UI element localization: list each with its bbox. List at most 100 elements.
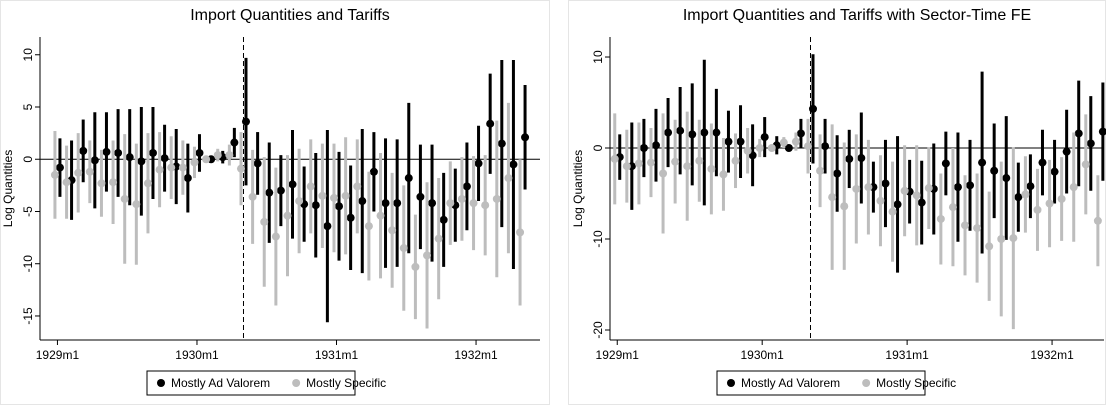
point [276, 186, 285, 195]
point [474, 159, 483, 168]
point [1062, 147, 1071, 156]
point [779, 138, 788, 147]
point [857, 154, 866, 163]
point [900, 186, 909, 195]
point [828, 193, 837, 202]
point [369, 167, 378, 176]
point [288, 180, 297, 189]
point [137, 157, 146, 166]
legend-marker [157, 379, 165, 387]
x-tick-label: 1931m1 [885, 348, 929, 362]
point [941, 159, 950, 168]
point [260, 217, 269, 226]
point [457, 194, 466, 203]
x-tick-label: 1930m1 [740, 348, 784, 362]
point [353, 182, 362, 191]
point [816, 166, 825, 175]
point [646, 158, 655, 167]
point [423, 251, 432, 260]
point [509, 160, 518, 169]
point [225, 151, 234, 160]
point [183, 174, 192, 183]
y-tick-label: -20 [591, 321, 605, 339]
point [504, 174, 513, 183]
point [97, 179, 106, 188]
point [676, 126, 685, 135]
point [639, 144, 648, 153]
point [213, 151, 222, 160]
point [1050, 167, 1059, 176]
point [1009, 234, 1018, 243]
point [760, 133, 769, 142]
x-tick-label: 1929m1 [36, 348, 80, 362]
y-tick-label: -5 [21, 206, 35, 217]
point [236, 164, 245, 173]
point [404, 174, 413, 183]
point [966, 181, 975, 190]
x-tick-label: 1930m1 [175, 348, 219, 362]
legend-label: Mostly Ad Valorem [741, 376, 840, 390]
point [683, 162, 692, 171]
point [335, 202, 344, 211]
y-axis-label: Log Quantities [571, 150, 585, 227]
point [399, 244, 408, 253]
legend-label: Mostly Specific [876, 376, 956, 390]
legend-label: Mostly Specific [306, 376, 386, 390]
point [90, 156, 99, 165]
point [767, 144, 776, 153]
point [985, 242, 994, 251]
point [973, 224, 982, 233]
point [323, 222, 332, 231]
y-tick-label: -10 [591, 230, 605, 248]
point [428, 199, 437, 208]
point [241, 117, 250, 126]
point [893, 200, 902, 209]
y-tick-label: 10 [21, 48, 35, 62]
point [936, 214, 945, 223]
point [610, 154, 619, 163]
x-tick-label: 1932m1 [1030, 348, 1074, 362]
point [876, 196, 885, 205]
point [143, 179, 152, 188]
point [311, 201, 320, 210]
y-axis-label: Log Quantities [1, 150, 15, 227]
point [318, 191, 327, 200]
point [821, 142, 830, 151]
point [1069, 183, 1078, 192]
y-tick-label: 0 [21, 156, 35, 163]
point [330, 193, 339, 202]
point [864, 183, 873, 192]
point [85, 167, 94, 176]
legend-marker [292, 379, 301, 387]
point [195, 148, 204, 157]
point [492, 194, 501, 203]
point [803, 142, 812, 151]
point [917, 198, 926, 207]
point [167, 163, 176, 172]
point [446, 199, 455, 208]
point [125, 153, 134, 162]
point [265, 188, 274, 197]
point [1014, 193, 1023, 202]
point [719, 170, 728, 179]
point [521, 133, 530, 142]
point [1033, 205, 1042, 214]
point [469, 199, 478, 208]
legend-box [146, 370, 356, 396]
y-tick-label: -10 [21, 255, 35, 273]
legend-box [716, 370, 926, 396]
point [62, 178, 71, 187]
point [481, 201, 490, 210]
chart-title: Import Quantities and Tariffs [190, 7, 390, 24]
point [381, 199, 390, 208]
point [102, 147, 111, 156]
point [74, 168, 83, 177]
legend-marker [862, 379, 871, 387]
point [50, 170, 59, 179]
point [664, 128, 673, 137]
point [1021, 190, 1030, 199]
point [953, 183, 962, 192]
point [731, 156, 740, 165]
point [376, 211, 385, 220]
point [120, 194, 129, 203]
